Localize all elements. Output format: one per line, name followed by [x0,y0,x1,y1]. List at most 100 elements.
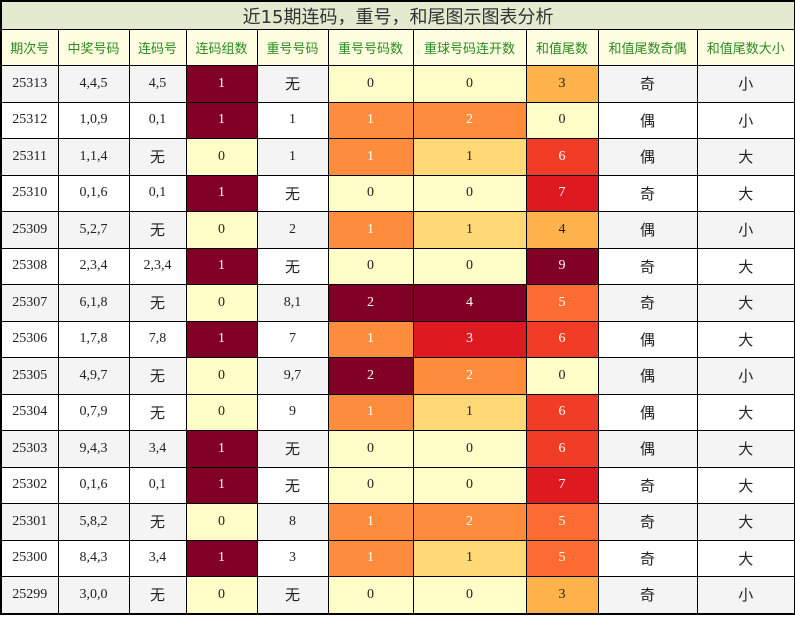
winning-numbers-cell: 5,2,7 [57,211,130,249]
sum-tail-cell: 0 [525,357,599,395]
repeat-streak-cell: 0 [412,576,527,614]
table-row: 25307 6,1,8 无 0 8,1 2 4 5 奇大 [0,284,795,322]
winning-numbers-cell: 0,1,6 [57,466,130,504]
sum-tail-cell: 6 [525,320,599,358]
table-row: 25300 8,4,3 3,4 1 3 1 1 5 奇大 [0,539,795,577]
repeat-count-cell: 2 [327,284,414,322]
issue-cell: 25307 [0,284,59,322]
repeat-numbers-cell: 8 [256,503,329,541]
repeat-numbers-cell: 1 [256,101,329,139]
consecutive-numbers-cell: 3,4 [128,430,187,468]
repeat-streak-cell: 4 [412,284,527,322]
repeat-count-cell: 0 [327,247,414,285]
repeat-numbers-cell: 3 [256,539,329,577]
repeat-numbers-cell: 9,7 [256,357,329,395]
consecutive-groups-cell: 0 [185,138,258,176]
table-row: 25310 0,1,6 0,1 1 无 0 0 7 奇大 [0,174,795,212]
repeat-count-cell: 1 [327,503,414,541]
issue-cell: 25312 [0,101,59,139]
repeat-count-cell: 1 [327,101,414,139]
odd-even-cell: 奇 [597,539,698,577]
repeat-streak-cell: 3 [412,320,527,358]
big-small-cell: 小 [696,211,795,249]
repeat-count-cell: 0 [327,174,414,212]
column-header: 连码号 [128,29,187,66]
issue-cell: 25303 [0,430,59,468]
table-row: 25311 1,1,4 无 0 1 1 1 6 偶大 [0,138,795,176]
consecutive-numbers-cell: 无 [128,576,187,614]
issue-cell: 25310 [0,174,59,212]
winning-numbers-cell: 5,8,2 [57,503,130,541]
odd-even-cell: 奇 [597,247,698,285]
big-small-cell: 大 [696,503,795,541]
consecutive-groups-cell: 0 [185,357,258,395]
big-small-cell: 小 [696,65,795,103]
repeat-count-cell: 2 [327,357,414,395]
repeat-streak-cell: 0 [412,247,527,285]
column-headers: 期次号 中奖号码 连码号 连码组数 重号号码 重号号码数 重球号码连开数 和值尾数 和值尾数奇偶… [0,29,795,66]
column-header: 和值尾数 [525,29,599,66]
repeat-count-cell: 0 [327,430,414,468]
odd-even-cell: 偶 [597,101,698,139]
table-row: 25299 3,0,0 无 0 无 0 0 3 奇小 [0,576,795,614]
issue-cell: 25313 [0,65,59,103]
odd-even-cell: 偶 [597,357,698,395]
table-row: 25306 1,7,8 7,8 1 7 1 3 6 偶大 [0,320,795,358]
winning-numbers-cell: 1,0,9 [57,101,130,139]
repeat-streak-cell: 2 [412,101,527,139]
repeat-numbers-cell: 无 [256,430,329,468]
consecutive-numbers-cell: 3,4 [128,539,187,577]
issue-cell: 25309 [0,211,59,249]
odd-even-cell: 奇 [597,174,698,212]
winning-numbers-cell: 1,1,4 [57,138,130,176]
table-title: 近15期连码，重号，和尾图示图表分析 [0,0,795,30]
consecutive-groups-cell: 1 [185,65,258,103]
repeat-streak-cell: 0 [412,65,527,103]
odd-even-cell: 偶 [597,211,698,249]
winning-numbers-cell: 9,4,3 [57,430,130,468]
consecutive-groups-cell: 0 [185,211,258,249]
winning-numbers-cell: 3,0,0 [57,576,130,614]
table-row: 25308 2,3,4 2,3,4 1 无 0 0 9 奇大 [0,247,795,285]
issue-cell: 25299 [0,576,59,614]
big-small-cell: 大 [696,174,795,212]
big-small-cell: 小 [696,101,795,139]
big-small-cell: 大 [696,320,795,358]
repeat-count-cell: 1 [327,320,414,358]
consecutive-groups-cell: 0 [185,503,258,541]
consecutive-groups-cell: 1 [185,101,258,139]
odd-even-cell: 奇 [597,284,698,322]
sum-tail-cell: 6 [525,430,599,468]
issue-cell: 25302 [0,466,59,504]
repeat-streak-cell: 0 [412,466,527,504]
repeat-numbers-cell: 9 [256,393,329,431]
sum-tail-cell: 5 [525,503,599,541]
table-row: 25305 4,9,7 无 0 9,7 2 2 0 偶小 [0,357,795,395]
odd-even-cell: 偶 [597,138,698,176]
table-body: 25313 4,4,5 4,5 1 无 0 0 3 奇小 25312 1,0,9 0,1 1 1 1 2 0 偶小… [0,65,795,614]
sum-tail-cell: 5 [525,284,599,322]
repeat-streak-cell: 0 [412,430,527,468]
big-small-cell: 大 [696,247,795,285]
column-header: 重号号码数 [327,29,414,66]
consecutive-groups-cell: 1 [185,466,258,504]
winning-numbers-cell: 4,9,7 [57,357,130,395]
repeat-count-cell: 0 [327,466,414,504]
issue-cell: 25304 [0,393,59,431]
consecutive-groups-cell: 0 [185,284,258,322]
column-header: 中奖号码 [57,29,130,66]
big-small-cell: 大 [696,466,795,504]
table-row: 25313 4,4,5 4,5 1 无 0 0 3 奇小 [0,65,795,103]
issue-cell: 25308 [0,247,59,285]
big-small-cell: 小 [696,357,795,395]
consecutive-numbers-cell: 2,3,4 [128,247,187,285]
odd-even-cell: 奇 [597,466,698,504]
column-header: 重号号码 [256,29,329,66]
sum-tail-cell: 3 [525,576,599,614]
sum-tail-cell: 0 [525,101,599,139]
big-small-cell: 大 [696,393,795,431]
sum-tail-cell: 7 [525,466,599,504]
repeat-count-cell: 1 [327,393,414,431]
table-row: 25303 9,4,3 3,4 1 无 0 0 6 偶大 [0,430,795,468]
